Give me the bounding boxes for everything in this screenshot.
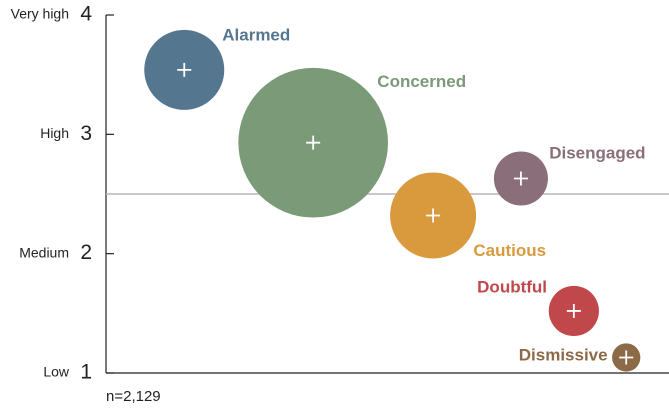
y-tick-label: 1	[80, 361, 92, 384]
center-plus	[566, 303, 581, 318]
bubble-label: Disengaged	[549, 144, 645, 163]
y-tick-label: 2	[80, 241, 92, 264]
bubble-label: Concerned	[377, 72, 466, 91]
y-tick-name: High	[40, 125, 69, 141]
center-plus	[619, 350, 634, 365]
sample-note: n=2,129	[106, 388, 161, 405]
y-tick-name: Medium	[19, 244, 69, 260]
center-plus	[513, 171, 528, 186]
y-tick-label: 4	[80, 3, 92, 26]
center-plus	[306, 135, 321, 150]
bubble-label: Cautious	[473, 241, 546, 260]
bubble-label: Dismissive	[519, 346, 608, 365]
y-tick-name: Very high	[11, 6, 69, 22]
center-plus	[177, 62, 192, 77]
center-plus	[426, 208, 441, 223]
y-tick-label: 3	[80, 122, 92, 145]
bubble-label: Alarmed	[222, 25, 290, 44]
bubble-label: Doubtful	[477, 278, 547, 297]
y-tick-name: Low	[43, 364, 70, 380]
